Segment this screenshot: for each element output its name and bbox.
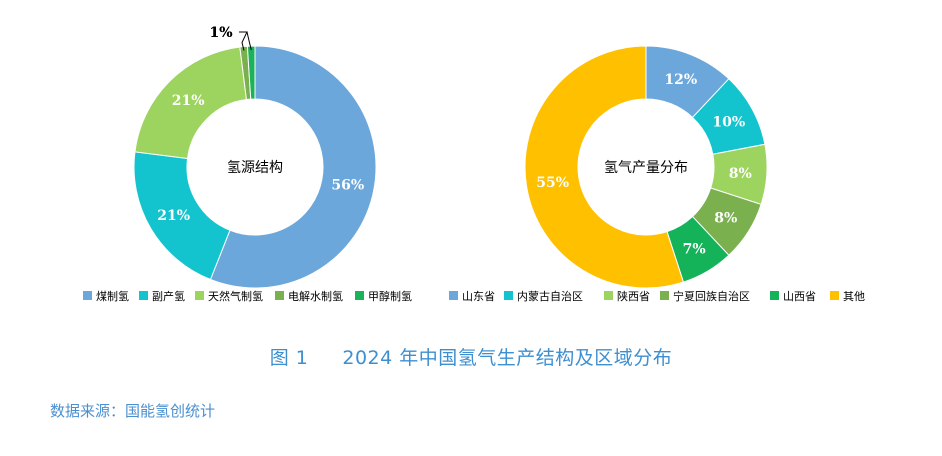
- value-label-2-4: 8%: [714, 211, 737, 227]
- legend-swatch: [604, 291, 613, 300]
- legend-item-1-1: 煤制氢: [83, 289, 129, 303]
- center-label-2: 氢气产量分布: [604, 160, 688, 176]
- legend-label: 甲醇制氢: [368, 289, 412, 303]
- legend-label: 宁夏回族自治区: [673, 289, 750, 303]
- legend-item-2-6: 其他: [830, 290, 865, 303]
- legend-2: 山东省 内蒙古自治区 陕西省 宁夏回族自治区 山西省 其他: [449, 289, 865, 303]
- value-label-1-1: 56%: [331, 178, 364, 194]
- legend-item-1-3: 天然气制氢: [195, 289, 263, 303]
- legend-label: 陕西省: [617, 289, 650, 303]
- legend-label: 副产氢: [152, 289, 185, 303]
- figure-caption: 图 1 2024 年中国氢气生产结构及区域分布: [0, 343, 942, 370]
- legend-swatch: [139, 291, 148, 300]
- legend-item-1-4: 电解水制氢: [275, 289, 343, 303]
- donut-chart-1: 56%21%21%1%1%氢源结构: [133, 25, 377, 289]
- value-label-1-2: 21%: [157, 208, 190, 224]
- value-label-2-6: 55%: [536, 175, 569, 191]
- figure-title: 2024 年中国氢气生产结构及区域分布: [342, 347, 673, 369]
- legend-item-2-5: 山西省: [770, 290, 816, 303]
- slice-1-1: [209, 45, 377, 289]
- legend-item-2-2: 内蒙古自治区: [504, 289, 583, 303]
- legend-label: 天然气制氢: [208, 289, 263, 303]
- legend-label: 其他: [843, 290, 865, 303]
- value-label-2-1: 12%: [664, 72, 697, 88]
- legend-item-2-3: 陕西省: [604, 289, 650, 303]
- legend-item-2-4: 宁夏回族自治区: [660, 289, 750, 303]
- legend-label: 内蒙古自治区: [517, 289, 583, 303]
- legend-swatch: [449, 291, 458, 300]
- value-label-2-5: 7%: [683, 241, 706, 257]
- legend-label: 山东省: [462, 290, 495, 303]
- legend-swatch: [830, 291, 839, 300]
- legend-label: 电解水制氢: [288, 289, 343, 303]
- legend-item-1-5: 甲醇制氢: [355, 289, 412, 303]
- value-label-1-3: 21%: [172, 93, 205, 109]
- legend-item-1-2: 副产氢: [139, 289, 185, 303]
- legend-1: 煤制氢 副产氢 天然气制氢 电解水制氢 甲醇制氢: [83, 289, 412, 303]
- donut-chart-2: 12% 10% 8% 8% 7% 55% 氢气产量分布: [524, 45, 768, 289]
- value-label-2-3: 8%: [729, 166, 752, 182]
- legend-item-2-1: 山东省: [449, 290, 495, 303]
- legend-swatch: [770, 291, 779, 300]
- legend-swatch: [355, 291, 364, 300]
- legend-swatch: [195, 291, 204, 300]
- center-label-1: 氢源结构: [227, 160, 283, 176]
- leader-line-1-5: [239, 31, 252, 51]
- legend-swatch: [504, 291, 513, 300]
- slice-2-6: [524, 45, 685, 289]
- data-source: 数据来源：国能氢创统计: [50, 402, 216, 420]
- legend-label: 山西省: [783, 290, 816, 303]
- legend-label: 煤制氢: [96, 289, 129, 303]
- value-label-2-2: 10%: [712, 114, 745, 130]
- legend-swatch: [275, 291, 284, 300]
- legend-swatch: [83, 291, 92, 300]
- legend-swatch: [660, 291, 669, 300]
- value-label-1-5: 1%: [209, 25, 232, 41]
- value-label-1-4: 1%: [209, 25, 232, 41]
- figure-number: 图 1: [269, 347, 309, 369]
